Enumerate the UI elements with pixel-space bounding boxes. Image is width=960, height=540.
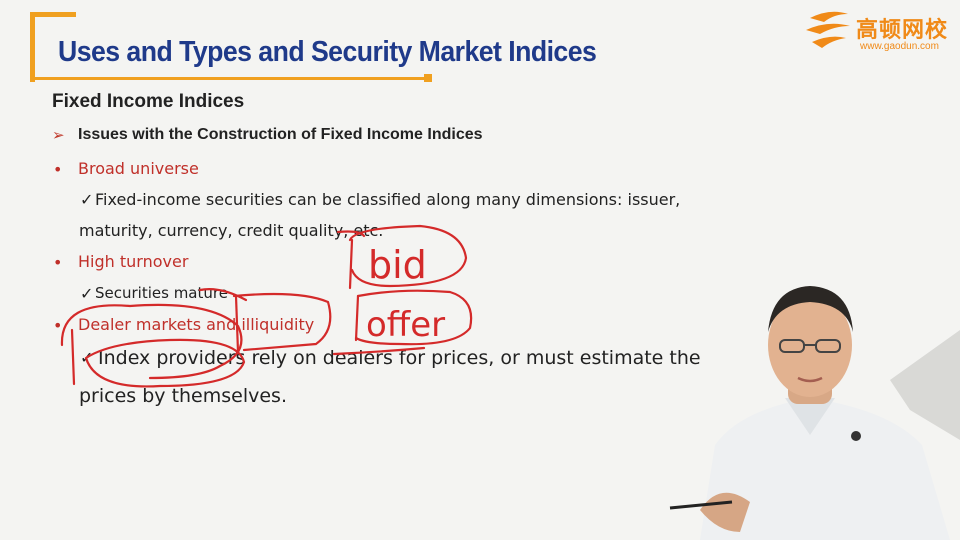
slide-title: Uses and Types and Security Market Indic… xyxy=(58,36,597,68)
logo-url: www.gaodun.com xyxy=(860,41,939,52)
check-icon: ✓ xyxy=(80,348,94,367)
gaodun-logo: 高顿网校 www.gaodun.com xyxy=(804,6,954,56)
item-label-high-turnover: High turnover xyxy=(78,252,189,271)
offer-circle xyxy=(354,289,473,346)
check-icon: ✓ xyxy=(80,190,94,209)
title-bracket-top xyxy=(30,12,76,17)
annotation-bid: bid xyxy=(368,243,427,287)
instructor-shirt xyxy=(700,398,950,540)
logo-name: 高顿网校 xyxy=(856,18,949,43)
instructor-hair xyxy=(768,286,853,332)
gaodun-logo-icon xyxy=(806,11,850,48)
section-heading: Fixed Income Indices xyxy=(52,91,245,112)
item-detail-line: prices by themselves. xyxy=(79,385,287,407)
arrow-bullet-icon: ➢ xyxy=(52,126,65,144)
lapel-microphone xyxy=(851,431,861,441)
subheading: Issues with the Construction of Fixed In… xyxy=(78,126,483,143)
pen xyxy=(669,500,733,510)
background-shape xyxy=(890,330,960,440)
bullet-icon: • xyxy=(53,316,63,335)
bullet-icon: • xyxy=(53,253,63,272)
instructor-video xyxy=(669,286,960,540)
item-detail-line: Index providers rely on dealers for pric… xyxy=(98,347,701,369)
title-underline xyxy=(30,77,430,80)
item-detail-line: maturity, currency, credit quality, etc. xyxy=(79,221,384,240)
annotation-offer: offer xyxy=(366,305,445,345)
item-detail-line: Fixed-income securities can be classifie… xyxy=(95,190,681,209)
title-underline-dot xyxy=(424,74,432,82)
title-bracket-left xyxy=(30,12,35,82)
item-label-broad-universe: Broad universe xyxy=(78,159,199,178)
item-detail-line: Securities mature xyxy=(95,284,228,302)
bullet-icon: • xyxy=(53,160,63,179)
check-icon: ✓ xyxy=(80,284,94,303)
item-label-dealer-markets: Dealer markets and illiquidity xyxy=(78,315,315,334)
